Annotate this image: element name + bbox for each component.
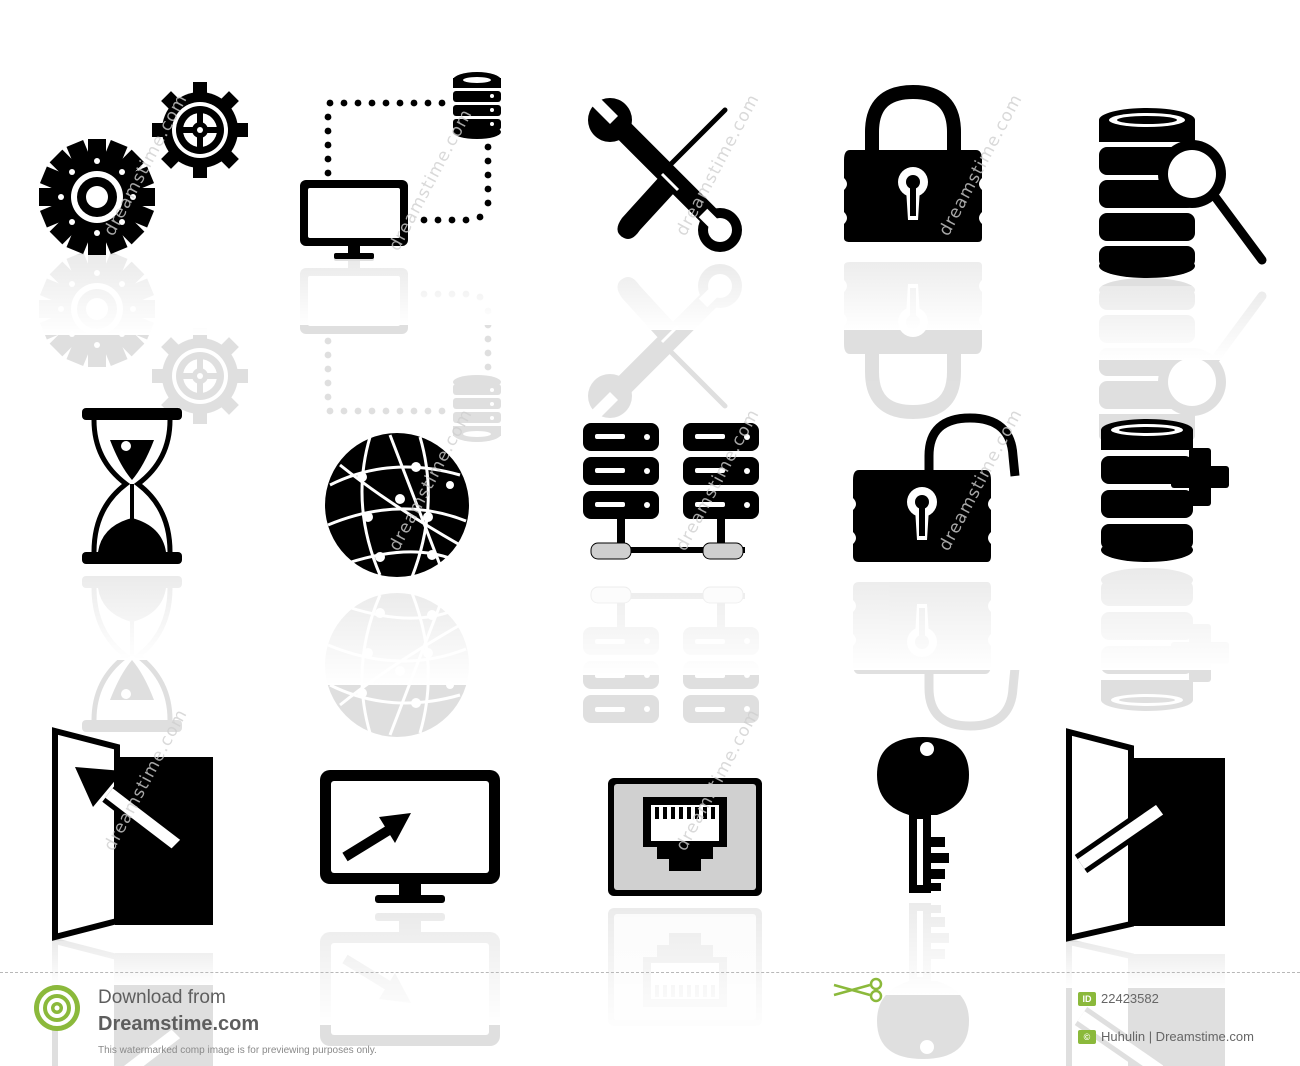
locked-padlock-icon	[820, 70, 1060, 330]
footer-disclaimer: This watermarked comp image is for previ…	[98, 1045, 377, 1056]
unlocked-padlock-icon	[845, 410, 1085, 670]
database-search-icon	[1090, 100, 1300, 360]
gears-icon	[20, 75, 260, 424]
hourglass-icon	[60, 400, 300, 660]
wrench-screwdriver-icon	[570, 70, 810, 330]
dreamstime-logo-icon	[34, 985, 80, 1031]
connected-servers-icon	[575, 415, 815, 724]
computer-database-network-icon	[290, 65, 530, 442]
database-add-icon	[1095, 410, 1300, 711]
footer-brand[interactable]: Dreamstime.com	[98, 1013, 260, 1035]
id-badge: ID	[1078, 992, 1096, 1006]
ethernet-port-icon	[605, 775, 845, 1035]
scissors-icon	[833, 977, 883, 1003]
login-door-icon	[45, 725, 285, 985]
network-globe-icon	[320, 425, 560, 739]
stock-footer: Download from Dreamstime.com This waterm…	[0, 972, 1300, 1066]
image-id: 22423582	[1101, 991, 1159, 1006]
copyright-badge: ©	[1078, 1030, 1096, 1044]
remote-monitor-icon	[315, 765, 555, 1025]
logout-door-icon	[1065, 728, 1300, 988]
footer-download-label: Download from	[98, 987, 226, 1008]
author-credit: Huhulin | Dreamstime.com	[1101, 1029, 1254, 1044]
